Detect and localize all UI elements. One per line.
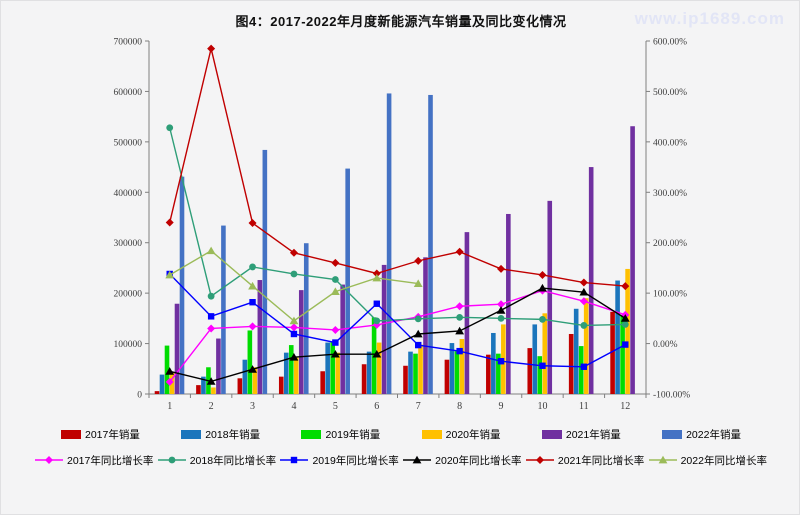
svg-text:8: 8: [457, 401, 462, 412]
chart-title: 图4：2017-2022年月度新能源汽车销量及同比变化情况: [235, 14, 567, 29]
legend-row-sales: 2017年销量 2018年销量 2019年销量 2020年销量 2021年销量 2022年…: [61, 421, 741, 447]
legend-swatch: [421, 429, 442, 439]
legend-swatch: [662, 429, 683, 439]
watermark: www.ip1689.com: [634, 9, 785, 28]
legend-line-glyph: [280, 456, 309, 464]
legend-label: 2021年销量: [565, 428, 621, 441]
svg-text:6: 6: [374, 401, 379, 412]
lines-group: [165, 44, 630, 386]
svg-text:9: 9: [499, 401, 504, 412]
legend-label: 2019年销量: [325, 428, 381, 441]
svg-text:2: 2: [209, 401, 214, 412]
legend-item: 2018年销量: [181, 427, 260, 442]
svg-text:1: 1: [167, 401, 172, 412]
svg-text:500000: 500000: [114, 138, 143, 148]
legend-label: 2020年销量: [445, 428, 501, 441]
legend-label: 2017年销量: [85, 428, 140, 441]
svg-text:200.00%: 200.00%: [653, 239, 687, 249]
svg-text:600.00%: 600.00%: [653, 38, 687, 48]
legend-item: 2017年同比增长率: [35, 453, 153, 468]
svg-text:300000: 300000: [114, 239, 143, 249]
svg-text:-100.00%: -100.00%: [653, 391, 690, 401]
svg-text:600000: 600000: [114, 88, 143, 98]
legend-label: 2018年同比增长率: [189, 454, 277, 467]
svg-text:7: 7: [416, 401, 421, 412]
legend-row-growth: 2017年同比增长率 2018年同比增长率 2019年同比增长率 2020年同比增长率…: [35, 447, 767, 473]
bars-group: [154, 93, 635, 395]
title-row: 图4：2017-2022年月度新能源汽车销量及同比变化情况: [1, 11, 800, 31]
svg-text:5: 5: [333, 401, 338, 412]
svg-text:3: 3: [250, 401, 255, 412]
legend-label: 2018年销量: [205, 428, 261, 441]
svg-text:500.00%: 500.00%: [653, 88, 687, 98]
svg-text:100.00%: 100.00%: [653, 290, 687, 300]
legend-item: 2020年销量: [421, 427, 501, 442]
legend-label: 2017年同比增长率: [67, 454, 154, 467]
legend-label: 2022年销量: [686, 428, 741, 441]
svg-text:300.00%: 300.00%: [653, 189, 687, 199]
legend-item: 2019年销量: [301, 427, 380, 442]
svg-text:0: 0: [137, 391, 142, 401]
svg-text:12: 12: [620, 401, 630, 412]
legend-item: 2021年销量: [541, 427, 621, 442]
legend-label: 2021年同比增长率: [557, 454, 645, 467]
legend-item: 2017年销量: [61, 427, 140, 442]
svg-text:700000: 700000: [114, 38, 143, 48]
legend-line-glyph: [648, 455, 677, 464]
legend-label: 2020年同比增长率: [435, 454, 522, 467]
legend-line-glyph: [35, 456, 63, 464]
legend-item: 2020年同比增长率: [403, 453, 522, 468]
legend-line-glyph: [403, 455, 432, 464]
svg-text:400000: 400000: [114, 189, 143, 199]
legend-item: 2018年同比增长率: [157, 453, 277, 468]
legend-swatch: [181, 429, 202, 439]
svg-text:100000: 100000: [114, 340, 143, 350]
axes: 0 100000 200000 300000 400000 500000 600000 700…: [114, 38, 691, 413]
legend-swatch: [301, 429, 322, 439]
svg-text:4: 4: [291, 401, 296, 412]
legend-item: 2022年同比增长率: [648, 453, 767, 468]
legend-item: 2022年销量: [662, 427, 741, 442]
legend-item: 2019年同比增长率: [280, 453, 399, 468]
legend-label: 2022年同比增长率: [680, 454, 767, 467]
svg-text:11: 11: [579, 401, 589, 412]
svg-text:0.00%: 0.00%: [653, 340, 678, 350]
svg-text:400.00%: 400.00%: [653, 138, 687, 148]
svg-text:200000: 200000: [114, 290, 143, 300]
svg-text:10: 10: [537, 401, 547, 412]
chart-canvas: 0 100000 200000 300000 400000 500000 600000 700…: [114, 38, 691, 413]
chart-legend: 2017年销量 2018年销量 2019年销量 2020年销量 2021年销量 2022年…: [1, 421, 800, 473]
legend-line-glyph: [525, 456, 554, 464]
legend-label: 2019年同比增长率: [312, 454, 399, 467]
legend-swatch: [541, 429, 562, 439]
legend-swatch: [61, 429, 81, 439]
legend-item: 2021年同比增长率: [525, 453, 645, 468]
legend-line-glyph: [157, 456, 186, 464]
